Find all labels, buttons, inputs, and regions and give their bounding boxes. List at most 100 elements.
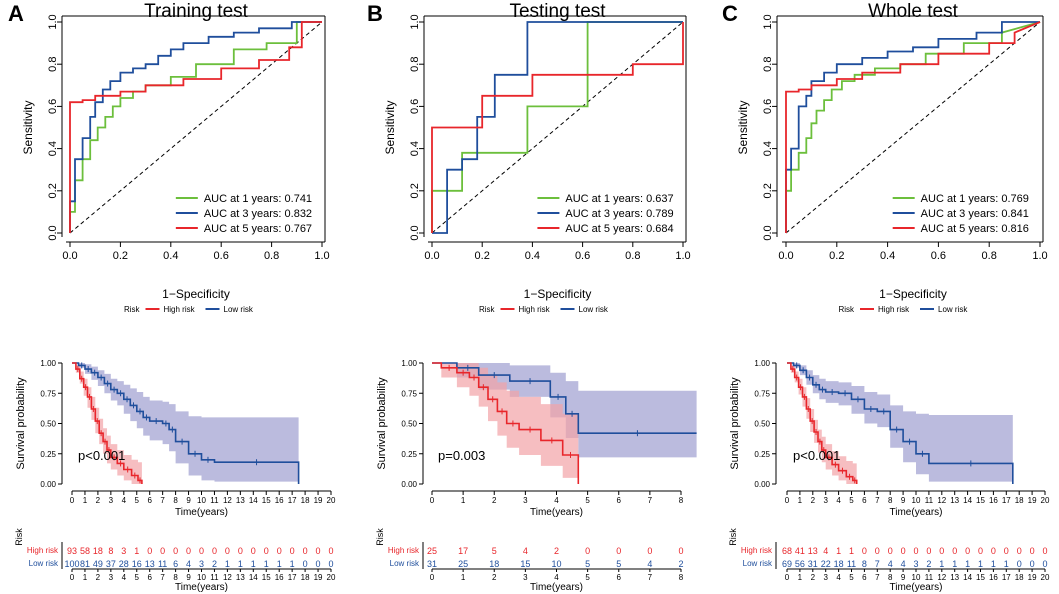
km-x-tick-label: 12 [223,496,232,505]
km-y-label: Survival probability [15,377,27,470]
risk-count-high: 13 [808,546,818,556]
risk-count-high: 1 [836,546,841,556]
roc-title: Testing test [509,1,606,22]
risk-count-high: 17 [458,546,468,556]
risk-count-low: 15 [520,559,530,569]
roc-legend-label: AUC at 5 years: 0.684 [565,223,673,235]
risk-count-low: 6 [173,559,178,569]
roc-legend-label: AUC at 3 years: 0.832 [204,208,312,220]
risk-table-x-tick-label: 6 [617,573,622,582]
roc-x-tick-label: 0.0 [424,250,439,262]
roc-x-tick-label: 0.4 [880,250,895,262]
panel-letter: C [722,1,738,26]
km-x-tick-label: 18 [1015,496,1024,505]
risk-count-low: 4 [901,559,906,569]
risk-table-x-tick-label: 15 [262,573,271,582]
km-x-tick-label: 2 [811,496,816,505]
risk-table-x-tick-label: 6 [862,573,867,582]
panel-letter: B [367,1,383,26]
risk-count-low: 4 [647,559,652,569]
risk-count-high: 0 [290,546,295,556]
roc-y-tick-label: 0.6 [762,99,774,114]
risk-count-low: 7 [875,559,880,569]
km-chart: Risk High risk Low risk 0.00 0.25 0.50 0.75 1.0… [15,305,336,518]
risk-count-high: 1 [849,546,854,556]
risk-count-high: 0 [160,546,165,556]
risk-count-low: 5 [616,559,621,569]
km-x-tick-label: 6 [617,496,622,505]
risk-count-high: 0 [277,546,282,556]
km-legend-low: Low risk [224,305,254,314]
risk-table-label: Risk [375,528,385,546]
roc-y-tick-label: 0.2 [762,183,774,198]
roc-chart: Whole test 0.0 0.0 0.2 0.2 0.4 0.4 0.6 0.6 0.8 0.8… [736,1,1048,301]
risk-count-high: 0 [978,546,983,556]
km-y-tick-label: 0.00 [40,480,56,489]
roc-y-label: Sensitivity [21,100,35,154]
risk-count-high: 3 [121,546,126,556]
roc-x-tick-label: 0.4 [163,250,178,262]
km-x-tick-label: 15 [976,496,985,505]
roc-x-tick-label: 0.2 [829,250,844,262]
risk-count-high: 0 [264,546,269,556]
km-x-tick-label: 0 [70,496,75,505]
risk-count-low: 18 [834,559,844,569]
km-legend-high: High risk [164,305,196,314]
risk-count-high: 58 [80,546,90,556]
risk-table-x-tick-label: 1 [83,573,88,582]
km-x-tick-label: 8 [173,496,178,505]
roc-y-tick-label: 0.0 [762,225,774,240]
risk-table-x-tick-label: 16 [275,573,284,582]
risk-table-x-tick-label: 0 [785,573,790,582]
risk-count-high: 25 [427,546,437,556]
roc-x-tick-label: 0.8 [982,250,997,262]
km-x-tick-label: 12 [937,496,946,505]
risk-count-low: 3 [199,559,204,569]
km-x-label: Time(years) [890,507,943,518]
km-y-tick-label: 0.25 [401,450,417,459]
risk-table-x-tick-label: 8 [888,573,893,582]
roc-line-green [785,21,1041,233]
risk-count-high: 0 [901,546,906,556]
km-y-tick-label: 0.50 [401,420,417,429]
risk-count-low: 2 [926,559,931,569]
km-x-tick-label: 20 [327,496,336,505]
km-x-tick-label: 0 [430,496,435,505]
risk-count-low: 0 [328,559,333,569]
km-high-ci-band [787,363,857,484]
roc-y-tick-label: 0.2 [47,183,59,198]
risk-table-x-tick-label: 8 [173,573,178,582]
risk-count-low: 1 [1004,559,1009,569]
risk-count-high: 2 [554,546,559,556]
km-x-tick-label: 5 [135,496,140,505]
roc-legend-label: AUC at 1 years: 0.637 [565,193,673,205]
risk-count-high: 0 [1017,546,1022,556]
km-legend-title: Risk [124,305,141,314]
risk-count-low: 69 [782,559,792,569]
risk-table-x-tick-label: 1 [461,573,466,582]
roc-line-red [431,22,684,233]
risk-count-low: 22 [821,559,831,569]
panel-b: B Testing test 0.00.0 0.2 0.2 0.4 0.4 0.6 0.6 0.8… [367,1,697,593]
risk-count-high: 0 [913,546,918,556]
km-y-tick-label: 0.50 [754,420,770,429]
risk-count-high: 0 [186,546,191,556]
risk-count-low: 0 [1017,559,1022,569]
risk-count-low: 18 [489,559,499,569]
roc-x-tick-label: 0.2 [113,250,128,262]
risk-count-low: 28 [119,559,129,569]
km-low-curve [787,362,1014,484]
km-x-tick-label: 2 [96,496,101,505]
risk-count-low: 1 [965,559,970,569]
risk-count-high: 0 [225,546,230,556]
roc-line-green [431,21,683,233]
km-y-tick-label: 0.75 [401,389,417,398]
km-x-tick-label: 0 [785,496,790,505]
km-y-tick-label: 0.00 [401,480,417,489]
roc-chart: Training test 0.00.0 0.2 0.2 0.4 0.4 0.6 0.6 0.8… [21,1,330,301]
roc-x-tick-label: 1.0 [675,250,690,262]
km-y-label: Survival probability [376,377,388,470]
risk-count-low: 1 [991,559,996,569]
risk-count-low: 1 [290,559,295,569]
